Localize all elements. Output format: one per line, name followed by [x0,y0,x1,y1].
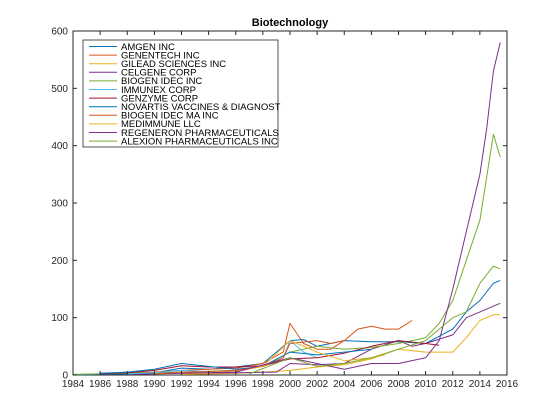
series-layer [72,42,501,376]
x-tick-label: 1988 [116,379,139,390]
legend-label: GENENTECH INC [121,50,200,61]
x-tick-label: 2012 [442,379,465,390]
x-tick-label: 2002 [306,379,329,390]
x-tick-label: 2004 [333,379,356,390]
y-tick-label: 100 [51,313,68,324]
series-line-12 [249,265,501,375]
x-tick-label: 2016 [496,379,519,390]
chart-title: Biotechnology [252,17,329,29]
x-tick-label: 1996 [225,379,248,390]
legend-label: AMGEN INC [121,42,175,53]
y-tick-label: 500 [51,84,68,95]
x-tick-label: 2006 [360,379,383,390]
series-line-7 [100,340,440,375]
x-tick-label: 1990 [143,379,166,390]
legend-label: NOVARTIS VACCINES & DIAGNOST [121,102,281,113]
y-tick-label: 400 [51,141,68,152]
x-tick-label: 1994 [198,379,221,390]
x-tick-label: 1986 [89,379,112,390]
legend-label: CELGENE CORP [121,68,197,79]
legend-box [82,39,279,148]
legend-label: GILEAD SCIENCES INC [121,59,226,70]
legend-label: IMMUNEX CORP [121,85,196,96]
series-line-4 [127,302,501,375]
y-tick-label: 0 [62,371,68,382]
y-tick-label: 300 [51,199,68,210]
x-tick-label: 1984 [62,379,85,390]
x-tick-label: 2010 [415,379,438,390]
y-tick-label: 600 [51,27,68,38]
legend-label: ALEXION PHARMACEUTICALS INC [121,136,278,147]
legend-label: GENZYME CORP [121,93,198,104]
legend-label: REGENERON PHARMACEUTICALS [121,128,279,139]
series-line-11 [181,42,501,374]
series-line-8 [100,348,372,374]
x-tick-label: 1992 [170,379,193,390]
legend-label: MEDIMMUNE LLC [121,119,201,130]
axis-layer: 1984 1986 1988 1990 1992 1994 1996 1998 2000 2002… [51,27,518,391]
legend-label: BIOGEN IDEC INC [121,76,202,87]
x-tick-label: 2008 [387,379,410,390]
x-tick-label: 2000 [279,379,302,390]
legend-label: BIOGEN IDEC MA INC [121,111,219,122]
x-tick-label: 2014 [469,379,492,390]
y-tick-label: 200 [51,256,68,267]
x-tick-label: 1998 [252,379,275,390]
